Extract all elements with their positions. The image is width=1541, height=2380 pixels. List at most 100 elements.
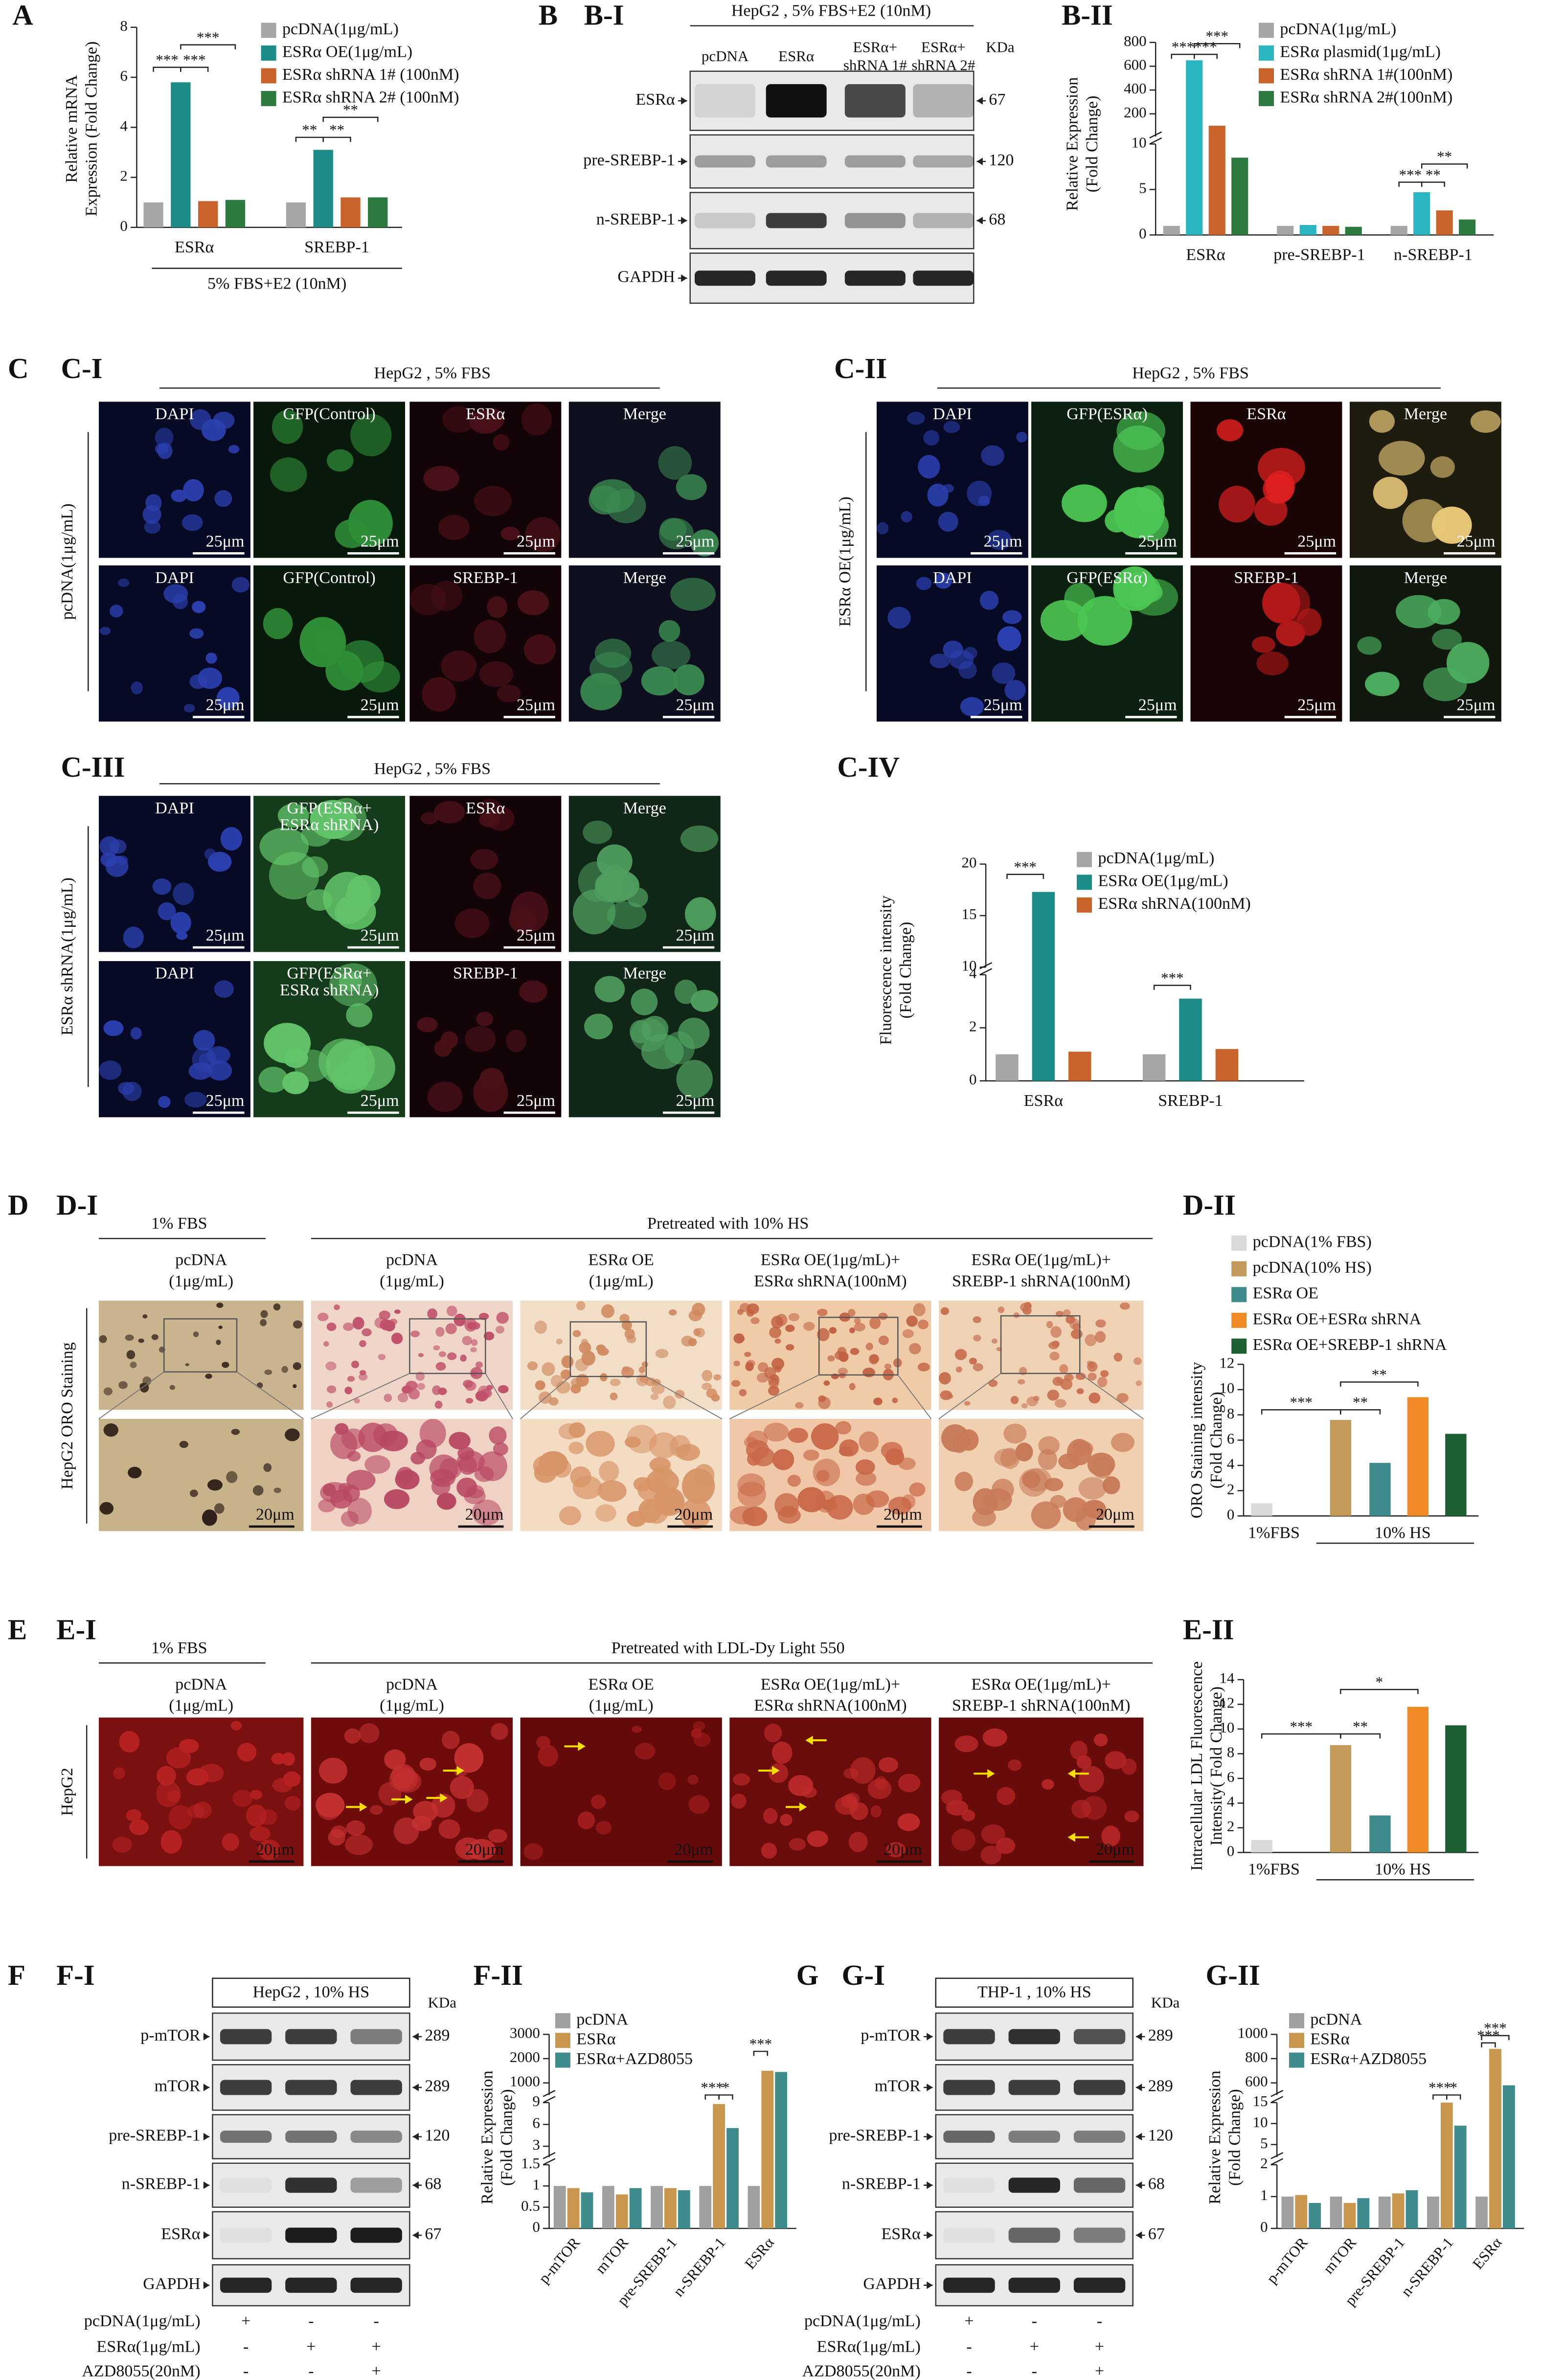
- blot-band: [350, 2080, 402, 2095]
- cell: [115, 855, 128, 865]
- group-label: 10% HS: [1375, 1524, 1431, 1542]
- blot-row-label: n-SREBP-1: [122, 2175, 201, 2193]
- legend-swatch: [1289, 2033, 1304, 2048]
- blot-band: [220, 2178, 272, 2193]
- bar: [1186, 60, 1203, 235]
- treatment-sign: -: [373, 2312, 379, 2330]
- y-tick-label: 5: [1260, 2134, 1268, 2152]
- cell: [641, 1361, 648, 1368]
- cell: [445, 1323, 457, 1334]
- cell: [559, 1506, 581, 1526]
- cell: [397, 1392, 408, 1403]
- cell: [561, 1355, 574, 1369]
- sig-label: **: [1353, 1393, 1368, 1411]
- cell: [688, 1795, 710, 1814]
- cell: [811, 1423, 839, 1450]
- cell: [214, 490, 232, 507]
- cell: [850, 1347, 860, 1355]
- cell: [817, 1308, 828, 1317]
- cell: [835, 1421, 852, 1435]
- cell: [803, 1322, 815, 1331]
- cell: [110, 605, 123, 618]
- y-tick-label: 8: [1227, 1405, 1235, 1422]
- axis-break: [1270, 2089, 1284, 2097]
- sig-label: **: [1426, 166, 1441, 183]
- blot-row-label: pre-SREBP-1: [109, 2126, 200, 2144]
- bar: [1440, 2102, 1453, 2229]
- blot-band: [695, 84, 756, 118]
- cell: [277, 804, 309, 828]
- cell: [764, 1367, 776, 1379]
- scale-label: 25μm: [517, 696, 555, 714]
- cell: [1428, 599, 1460, 625]
- y-tick-label: 0.5: [521, 2197, 540, 2214]
- scale-label: 25μm: [676, 1092, 714, 1110]
- bar: [1407, 1706, 1429, 1853]
- blot-band: [285, 2029, 337, 2044]
- x-tick-label: pre-SREBP-1: [1273, 246, 1365, 264]
- channel-label: GFP(Control): [283, 569, 375, 587]
- bar: [713, 2104, 725, 2229]
- x-tick-label: ESRα: [1186, 246, 1225, 264]
- cell: [458, 1456, 477, 1475]
- cell: [870, 1805, 882, 1818]
- cell: [1040, 600, 1088, 641]
- cell: [293, 1362, 301, 1370]
- sig-bracket: [1421, 163, 1468, 169]
- blot-band: [943, 2178, 995, 2193]
- treatment-label: pcDNA(1μg/mL): [84, 2312, 201, 2330]
- cell: [954, 1348, 967, 1360]
- cell: [126, 1809, 142, 1821]
- cell: [438, 1387, 447, 1395]
- cell: [807, 1830, 828, 1847]
- cell: [231, 1429, 240, 1435]
- cell: [176, 932, 188, 940]
- y-axis-label: Relative Expression: [478, 2070, 496, 2204]
- bar: [1322, 225, 1339, 235]
- y-tick-label: 6: [120, 67, 128, 84]
- cell: [780, 1814, 793, 1826]
- cell: [193, 1030, 215, 1051]
- cell: [167, 1790, 181, 1802]
- treatment-sign: +: [372, 2338, 381, 2356]
- bar: [567, 2188, 580, 2229]
- cell: [1396, 595, 1442, 629]
- channel-label: Merge: [623, 799, 666, 817]
- cell: [322, 1483, 336, 1497]
- cell: [293, 1320, 302, 1329]
- cell: [258, 1839, 281, 1861]
- cell: [519, 980, 547, 1003]
- sig-label: **: [1353, 1718, 1368, 1735]
- cell: [246, 1804, 267, 1827]
- sig-bracket: [1006, 874, 1044, 879]
- cell: [917, 1362, 930, 1371]
- cell: [878, 1757, 898, 1773]
- cell: [346, 1820, 365, 1836]
- y-tick-label: 3000: [510, 2024, 540, 2041]
- scale-label: 25μm: [206, 696, 245, 714]
- x-tick-label: SREBP-1: [1158, 1092, 1223, 1110]
- sig-label: **: [329, 121, 344, 138]
- column-label: ESRα OE(1μg/mL)+: [972, 1675, 1111, 1693]
- cell: [991, 1479, 1014, 1501]
- scale-label: 20μm: [884, 1841, 922, 1859]
- legend-swatch: [1077, 897, 1092, 913]
- yellow-arrow-head: [405, 1795, 413, 1804]
- cell: [943, 640, 963, 658]
- cell: [1114, 572, 1161, 607]
- bar: [1454, 2126, 1467, 2229]
- cell: [168, 1805, 192, 1830]
- cell: [939, 1372, 951, 1385]
- kda-label: 68: [989, 210, 1005, 228]
- cell: [1038, 1449, 1058, 1470]
- blot-header: HepG2 , 10% HS: [253, 1983, 370, 2001]
- y-tick-label: 5: [1139, 180, 1147, 197]
- blot-band: [220, 2131, 272, 2143]
- blot-band: [913, 84, 974, 118]
- column-label: (1μg/mL): [380, 1697, 444, 1715]
- row-label: pcDNA(1μg/mL): [58, 503, 76, 620]
- cell: [693, 1721, 705, 1731]
- blot-row-label: ESRα: [161, 2225, 200, 2243]
- cell: [222, 1362, 229, 1368]
- kda-label: 68: [425, 2175, 441, 2193]
